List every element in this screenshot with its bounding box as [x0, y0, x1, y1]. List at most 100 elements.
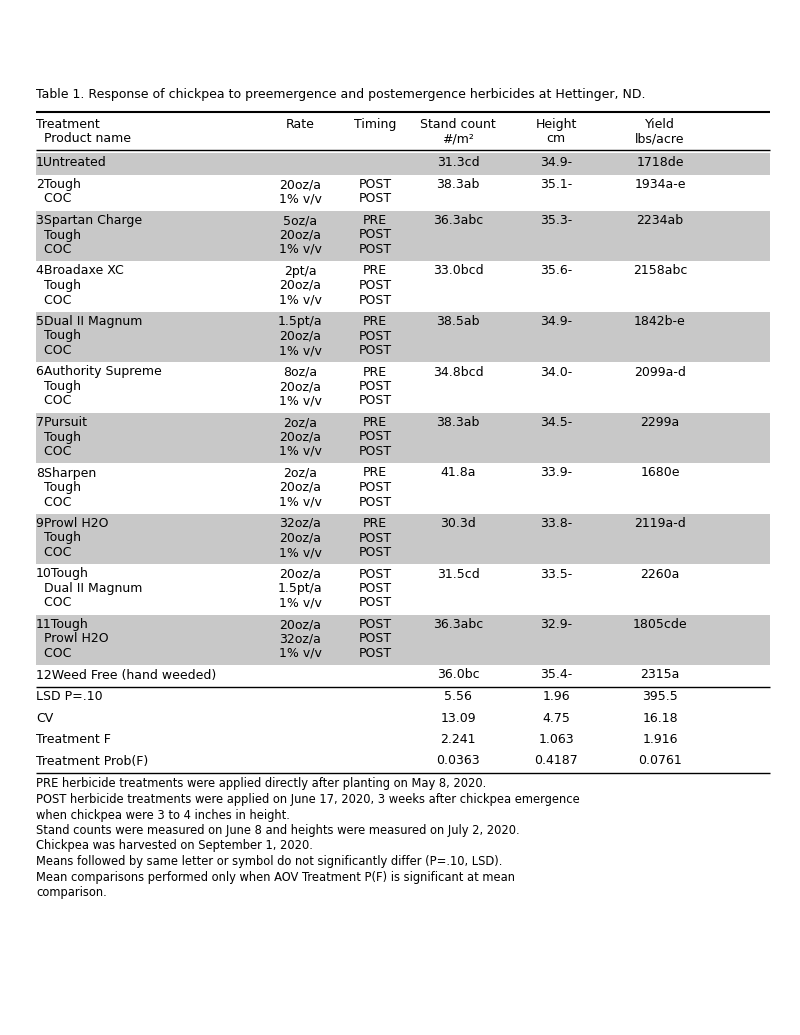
Text: 10Tough: 10Tough	[36, 567, 89, 581]
Text: COC: COC	[36, 243, 71, 256]
Text: 32oz/a: 32oz/a	[279, 632, 321, 646]
Text: 36.3abc: 36.3abc	[433, 618, 483, 631]
Text: COC: COC	[36, 496, 71, 508]
Text: 2.241: 2.241	[440, 733, 476, 746]
Text: lbs/acre: lbs/acre	[635, 132, 685, 146]
Text: POST: POST	[358, 596, 391, 610]
Text: 1% v/v: 1% v/v	[278, 243, 322, 256]
Text: Tough: Tough	[36, 279, 81, 292]
Text: 1% v/v: 1% v/v	[278, 546, 322, 559]
Text: POST: POST	[358, 294, 391, 306]
Text: 1680e: 1680e	[640, 467, 680, 479]
Text: Product name: Product name	[36, 132, 131, 146]
Text: Height: Height	[535, 118, 577, 131]
Text: COC: COC	[36, 596, 71, 610]
Text: 0.0761: 0.0761	[638, 755, 682, 768]
Text: Timing: Timing	[354, 118, 396, 131]
Text: 20oz/a: 20oz/a	[279, 431, 321, 444]
Text: Treatment F: Treatment F	[36, 733, 111, 746]
Text: 33.0bcd: 33.0bcd	[433, 265, 483, 277]
Text: 2099a-d: 2099a-d	[634, 365, 686, 379]
Text: POST: POST	[358, 279, 391, 292]
Text: Mean comparisons performed only when AOV Treatment P(F) is significant at mean: Mean comparisons performed only when AOV…	[36, 870, 515, 884]
Text: COC: COC	[36, 294, 71, 306]
Text: 1% v/v: 1% v/v	[278, 344, 322, 357]
Text: COC: COC	[36, 546, 71, 559]
Text: 36.0bc: 36.0bc	[437, 669, 479, 681]
Text: 20oz/a: 20oz/a	[279, 567, 321, 581]
Text: 2pt/a: 2pt/a	[284, 265, 316, 277]
Text: 13.09: 13.09	[440, 711, 476, 724]
Text: 38.3ab: 38.3ab	[436, 416, 480, 428]
Text: 34.0-: 34.0-	[540, 365, 572, 379]
Text: 1805cde: 1805cde	[633, 618, 687, 631]
Text: 38.5ab: 38.5ab	[436, 315, 480, 328]
Text: 41.8a: 41.8a	[440, 467, 476, 479]
Text: 34.9-: 34.9-	[540, 156, 572, 170]
Text: 2119a-d: 2119a-d	[634, 518, 686, 530]
Text: 1718de: 1718de	[636, 156, 684, 170]
Text: comparison.: comparison.	[36, 886, 106, 899]
Text: 7Pursuit: 7Pursuit	[36, 416, 87, 428]
Text: 35.3-: 35.3-	[540, 214, 572, 227]
Text: Means followed by same letter or symbol do not significantly differ (P=.10, LSD): Means followed by same letter or symbol …	[36, 855, 502, 868]
Text: Stand count: Stand count	[420, 118, 496, 131]
Text: 1842b-e: 1842b-e	[634, 315, 686, 328]
Text: 1.5pt/a: 1.5pt/a	[278, 582, 322, 595]
Text: POST: POST	[358, 178, 391, 191]
Text: 20oz/a: 20oz/a	[279, 532, 321, 544]
Text: 35.1-: 35.1-	[540, 178, 572, 191]
Text: Tough: Tough	[36, 532, 81, 544]
Text: 1% v/v: 1% v/v	[278, 647, 322, 660]
Text: 2299a: 2299a	[640, 416, 680, 428]
Text: POST: POST	[358, 193, 391, 206]
Text: 3Spartan Charge: 3Spartan Charge	[36, 214, 142, 227]
Text: COC: COC	[36, 193, 71, 206]
Text: Treatment: Treatment	[36, 118, 100, 131]
Text: PRE: PRE	[363, 265, 387, 277]
Text: 30.3d: 30.3d	[440, 518, 476, 530]
Text: 16.18: 16.18	[642, 711, 678, 724]
Text: 1.916: 1.916	[642, 733, 678, 746]
Text: POST: POST	[358, 394, 391, 408]
Text: POST: POST	[358, 243, 391, 256]
Text: 1Untreated: 1Untreated	[36, 156, 106, 170]
Text: 32oz/a: 32oz/a	[279, 518, 321, 530]
Text: 1% v/v: 1% v/v	[278, 193, 322, 206]
Text: 1.5pt/a: 1.5pt/a	[278, 315, 322, 328]
Text: Dual II Magnum: Dual II Magnum	[36, 582, 142, 595]
Text: POST: POST	[358, 344, 391, 357]
Text: 0.4187: 0.4187	[534, 755, 578, 768]
Text: 20oz/a: 20oz/a	[279, 481, 321, 494]
Bar	[36, 413, 770, 463]
Text: POST: POST	[358, 532, 391, 544]
Text: Stand counts were measured on June 8 and heights were measured on July 2, 2020.: Stand counts were measured on June 8 and…	[36, 824, 520, 837]
Text: Treatment Prob(F): Treatment Prob(F)	[36, 755, 148, 768]
Text: 38.3ab: 38.3ab	[436, 178, 480, 191]
Text: POST: POST	[358, 647, 391, 660]
Text: POST: POST	[358, 496, 391, 508]
Text: 34.5-: 34.5-	[540, 416, 572, 428]
Text: 2315a: 2315a	[640, 669, 680, 681]
Bar	[36, 513, 770, 564]
Bar	[36, 615, 770, 666]
Text: POST: POST	[358, 632, 391, 646]
Text: PRE: PRE	[363, 416, 387, 428]
Text: Rate: Rate	[286, 118, 314, 131]
Text: 2oz/a: 2oz/a	[283, 467, 317, 479]
Text: Table 1. Response of chickpea to preemergence and postemergence herbicides at He: Table 1. Response of chickpea to preemer…	[36, 88, 646, 101]
Text: POST: POST	[358, 329, 391, 343]
Text: Tough: Tough	[36, 380, 81, 393]
Text: 9Prowl H2O: 9Prowl H2O	[36, 518, 109, 530]
Text: Tough: Tough	[36, 229, 81, 241]
Text: 8oz/a: 8oz/a	[283, 365, 317, 379]
Text: Tough: Tough	[36, 481, 81, 494]
Text: PRE: PRE	[363, 518, 387, 530]
Text: 31.5cd: 31.5cd	[437, 567, 479, 581]
Text: 20oz/a: 20oz/a	[279, 618, 321, 631]
Text: 8Sharpen: 8Sharpen	[36, 467, 96, 479]
Text: when chickpea were 3 to 4 inches in height.: when chickpea were 3 to 4 inches in heig…	[36, 808, 290, 822]
Text: 33.9-: 33.9-	[540, 467, 572, 479]
Text: 1% v/v: 1% v/v	[278, 496, 322, 508]
Text: POST: POST	[358, 618, 391, 631]
